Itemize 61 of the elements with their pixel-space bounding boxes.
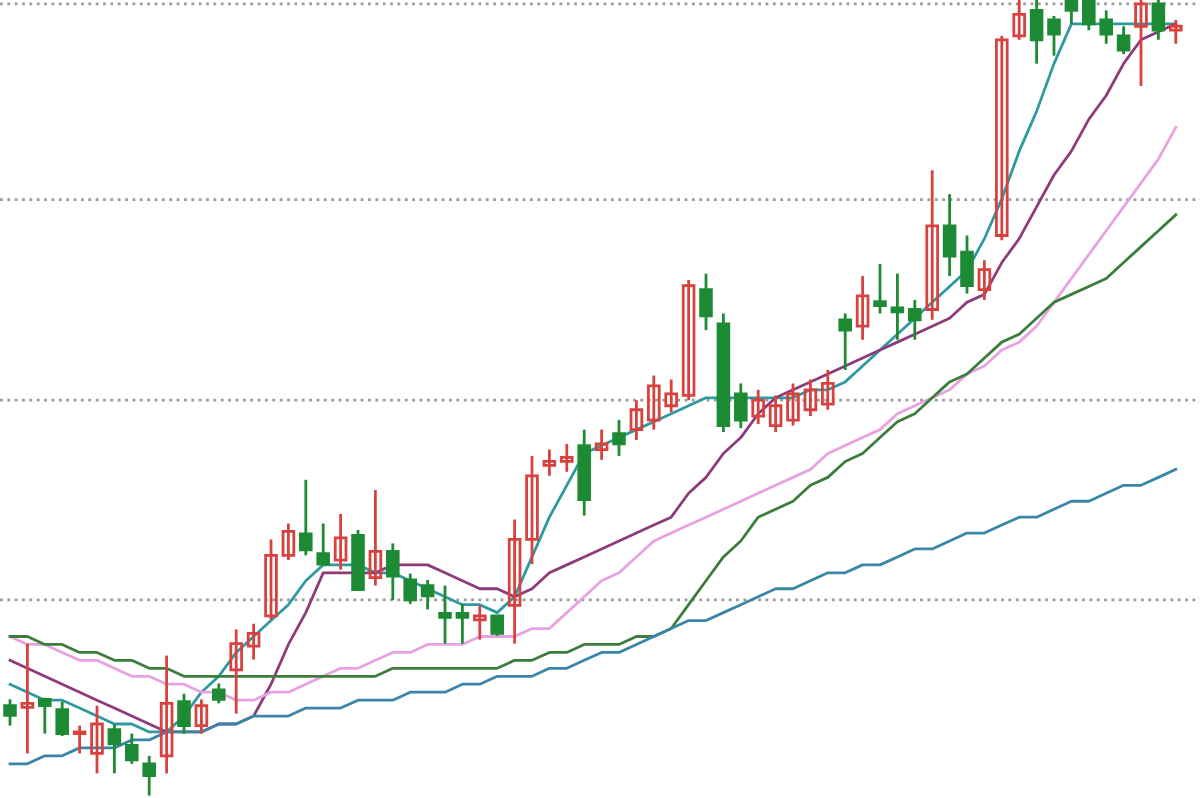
candlestick: [768, 394, 783, 434]
candlestick: [612, 418, 626, 458]
candlestick: [1134, 0, 1148, 88]
candlestick: [821, 368, 835, 412]
candlestick: [594, 428, 609, 462]
candlestick: [90, 704, 104, 775]
candlestick: [142, 754, 156, 797]
candlestick: [681, 278, 696, 402]
candlestick: [560, 442, 574, 474]
candlestick: [264, 538, 278, 622]
candlestick: [734, 382, 748, 430]
candlestick: [281, 522, 296, 562]
candlestick: [1151, 0, 1166, 42]
candlestick: [855, 274, 870, 342]
candlestick: [1029, 0, 1044, 66]
candlestick: [507, 518, 522, 646]
candlestick: [403, 572, 417, 606]
candlestick: [438, 584, 452, 646]
candlestick: [490, 614, 504, 638]
candlestick: [751, 388, 765, 426]
candlestick: [333, 512, 348, 572]
candlestick: [3, 697, 17, 727]
candlestick: [925, 168, 939, 322]
candlestick: [838, 312, 852, 372]
candlestick: [699, 272, 713, 332]
candlestick: [542, 448, 557, 478]
candlestick: [107, 722, 122, 775]
candlestick: [159, 654, 174, 775]
candlestick: [316, 522, 330, 568]
candlestick: [960, 234, 974, 295]
candlestick: [629, 398, 644, 442]
candlestick: [995, 34, 1009, 242]
candlestick: [368, 488, 383, 587]
candlestick: [455, 602, 470, 646]
candlestick: [72, 724, 87, 755]
candlestick: [525, 454, 539, 566]
candlestick: [38, 696, 52, 735]
candlestick: [246, 622, 261, 661]
candlestick: [212, 682, 226, 705]
candlestick: [786, 382, 800, 428]
candlestick: [20, 642, 35, 755]
candlestick: [1012, 0, 1026, 42]
candlestick: [1169, 18, 1183, 46]
candlestick: [1047, 14, 1061, 58]
candlestick: [908, 298, 922, 342]
candlestick: [890, 272, 905, 342]
candlestick: [1064, 0, 1079, 26]
candlestick: [55, 700, 69, 738]
candlestick: [1116, 24, 1131, 56]
candlestick: [473, 604, 487, 642]
candlestick: [194, 697, 209, 735]
candlestick: [977, 258, 992, 302]
candlestick: [942, 192, 957, 278]
candlestick: [299, 478, 313, 557]
candlestick: [177, 692, 191, 735]
candlestick: [229, 627, 243, 716]
candlestick: [420, 578, 435, 611]
candlestick: [125, 732, 139, 766]
candlestick: [386, 542, 400, 602]
candlestick: [873, 262, 887, 315]
candlestick: [803, 378, 818, 418]
